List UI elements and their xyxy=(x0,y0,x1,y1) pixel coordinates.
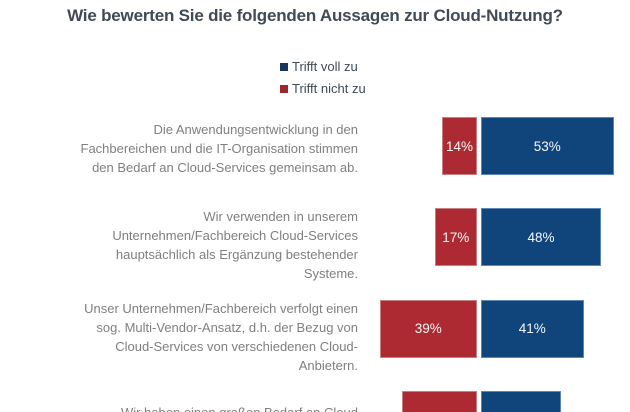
legend-item-trifft-voll-zu: Trifft voll zu xyxy=(280,59,366,75)
legend-item-trifft-nicht-zu: Trifft nicht zu xyxy=(280,81,366,97)
bar-value-label: 48% xyxy=(527,229,555,245)
bar-trifft-nicht-zu: 17% xyxy=(434,208,477,267)
chart-title: Wie bewerten Sie die folgenden Aussagen … xyxy=(67,6,563,25)
bar-trifft-voll-zu xyxy=(481,390,561,412)
legend: Trifft voll zu Trifft nicht zu xyxy=(280,59,366,103)
bar-row-label: Wir verwenden in unserem Unternehmen/Fac… xyxy=(112,209,358,282)
bar-row-label: Unser Unternehmen/Fachbereich verfolgt e… xyxy=(84,300,358,373)
legend-label-trifft-nicht-zu: Trifft nicht zu xyxy=(292,81,366,96)
bar-row-label: Die Anwendungsentwicklung in den Fachber… xyxy=(80,121,358,175)
bar-trifft-voll-zu: 41% xyxy=(481,299,584,358)
bar-value-label: 14% xyxy=(445,138,474,154)
bar-value-label: 39% xyxy=(414,321,442,337)
bar-trifft-nicht-zu: 39% xyxy=(379,299,477,358)
bar-row-label: Wir haben einen großen Bedarf an Cloud xyxy=(4,403,358,412)
bar-trifft-voll-zu: 48% xyxy=(481,208,601,267)
bar-value-label: 17% xyxy=(442,229,470,245)
bar-trifft-nicht-zu: 14% xyxy=(442,117,477,175)
bar-trifft-voll-zu: 53% xyxy=(481,117,614,175)
legend-swatch-red-icon xyxy=(280,85,288,93)
bar-value-label: 53% xyxy=(533,138,561,154)
bar-trifft-nicht-zu xyxy=(402,390,477,412)
bar-value-label: 41% xyxy=(518,321,546,337)
legend-swatch-blue-icon xyxy=(280,63,288,71)
legend-label-trifft-voll-zu: Trifft voll zu xyxy=(292,59,358,74)
